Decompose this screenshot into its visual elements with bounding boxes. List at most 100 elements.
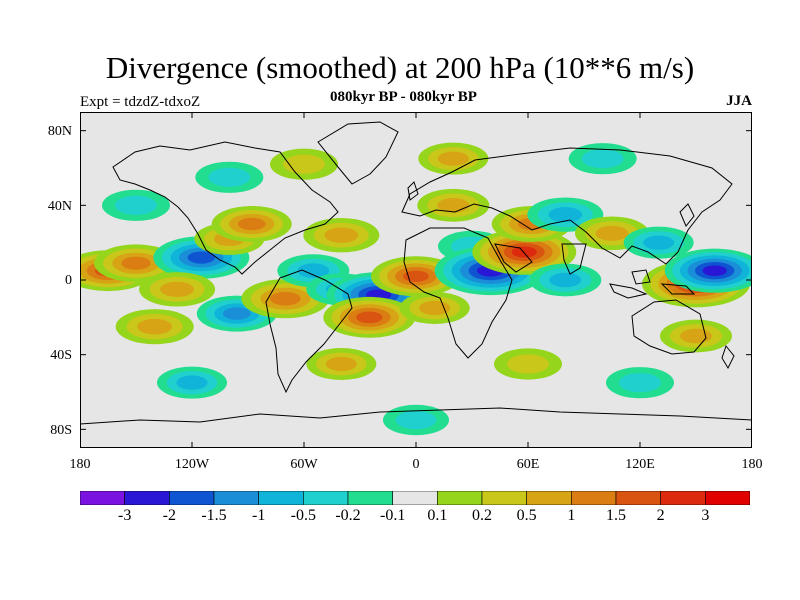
field-contour	[548, 207, 583, 223]
season-label: JJA	[726, 93, 752, 109]
field-feature	[417, 188, 490, 222]
field-contour	[702, 265, 727, 276]
field-contour	[270, 291, 301, 306]
field-contour	[643, 235, 675, 250]
field-feature	[399, 292, 470, 324]
field-feature	[211, 206, 292, 242]
field-feature	[660, 319, 732, 353]
field-feature	[323, 296, 416, 338]
coastline-japan	[679, 203, 695, 227]
colorbar-label: 2	[656, 507, 665, 524]
field-contour	[222, 307, 251, 320]
chart-title: Divergence (smoothed) at 200 hPa (10**6 …	[105, 50, 695, 85]
field-feature	[664, 248, 752, 293]
field-feature	[115, 309, 194, 345]
field-contour	[237, 217, 266, 231]
field-feature	[139, 272, 216, 307]
divergence-field	[80, 142, 752, 436]
coastline-africa	[403, 227, 513, 359]
field-contour	[121, 256, 151, 270]
lat-label-40s: 40S	[50, 348, 72, 363]
colorbar-swatch	[437, 491, 483, 505]
colorbar-label: 1	[567, 507, 576, 524]
field-contour	[595, 225, 629, 241]
coastline-antarctica	[80, 407, 752, 425]
divergence-map	[80, 112, 752, 448]
field-contour	[208, 167, 251, 187]
colorbar-swatch	[526, 491, 572, 505]
colorbar-swatch	[571, 491, 617, 505]
colorbar-label: -1.5	[201, 507, 227, 524]
colorbar-label: -0.1	[379, 507, 406, 524]
field-contour	[581, 149, 624, 169]
field-feature	[606, 367, 674, 399]
colorbar-swatch	[169, 491, 215, 505]
field-contour	[437, 151, 469, 166]
field-feature	[195, 161, 264, 193]
coastline-greenland	[317, 121, 399, 185]
lon-label-180w: 180	[69, 457, 91, 472]
colorbar-label: -2	[162, 507, 176, 524]
colorbar-swatch	[660, 491, 706, 505]
colorbar-swatch	[347, 491, 393, 505]
colorbar-label: 1.5	[606, 507, 626, 524]
coastline-eurasia	[401, 147, 733, 265]
field-feature	[157, 366, 227, 399]
coastline-south-america	[265, 269, 353, 394]
colorbar-label: 3	[701, 507, 710, 524]
field-contour	[680, 328, 712, 344]
coastline-new-guinea	[660, 283, 696, 295]
coastline-new-zealand	[721, 344, 735, 370]
colorbar-swatch	[80, 491, 125, 505]
field-feature	[623, 226, 694, 259]
field-contour	[507, 354, 549, 374]
field-contour	[187, 251, 216, 264]
field-contour	[297, 263, 330, 278]
colorbar-label: -0.5	[290, 507, 316, 524]
field-contour	[511, 246, 537, 258]
field-contour	[619, 373, 661, 393]
field-contour	[395, 410, 437, 430]
coastline-indonesia	[609, 283, 648, 299]
colorbar-label: 0.1	[427, 507, 448, 524]
map-ticks	[80, 112, 752, 448]
colorbar-swatch	[615, 491, 661, 505]
colorbar-swatch	[705, 491, 750, 505]
field-feature	[383, 404, 449, 436]
colorbar-swatch	[258, 491, 304, 505]
field-contour	[160, 281, 194, 297]
colorbar-label: -0.2	[335, 507, 361, 524]
lon-label-120e: 120E	[625, 457, 655, 472]
field-feature	[303, 218, 380, 253]
coastline-india	[561, 243, 587, 275]
colorbar-label: 0.5	[516, 507, 537, 524]
colorbar-swatch	[392, 491, 438, 505]
colorbar	[80, 491, 750, 505]
coastline-north-america	[112, 141, 339, 275]
experiment-label: Expt = tdzdZ-tdxoZ	[80, 94, 201, 110]
lon-label-60e: 60E	[516, 457, 540, 472]
lat-label-80n: 80N	[47, 124, 72, 139]
field-contour	[115, 195, 157, 215]
field-contour	[549, 272, 582, 288]
field-feature	[270, 148, 338, 180]
coastline-uk	[407, 181, 419, 201]
field-contour	[137, 318, 172, 335]
coastline-borneo	[631, 269, 651, 285]
colorbar-swatch	[481, 491, 527, 505]
lat-label-0: 0	[65, 273, 72, 288]
field-contour	[324, 227, 359, 243]
coastline-australia	[631, 299, 707, 355]
colorbar-swatch	[124, 491, 170, 505]
colorbar-label: -3	[117, 507, 132, 524]
coastlines	[80, 121, 752, 425]
field-feature	[494, 348, 562, 380]
lon-label-120w: 120W	[174, 457, 210, 472]
lon-label-180e: 180	[741, 457, 763, 472]
field-feature	[527, 197, 604, 232]
lat-label-40n: 40N	[47, 199, 72, 214]
field-feature	[568, 143, 637, 175]
field-feature	[306, 348, 377, 380]
field-contour	[325, 356, 357, 372]
field-contour	[283, 154, 325, 174]
